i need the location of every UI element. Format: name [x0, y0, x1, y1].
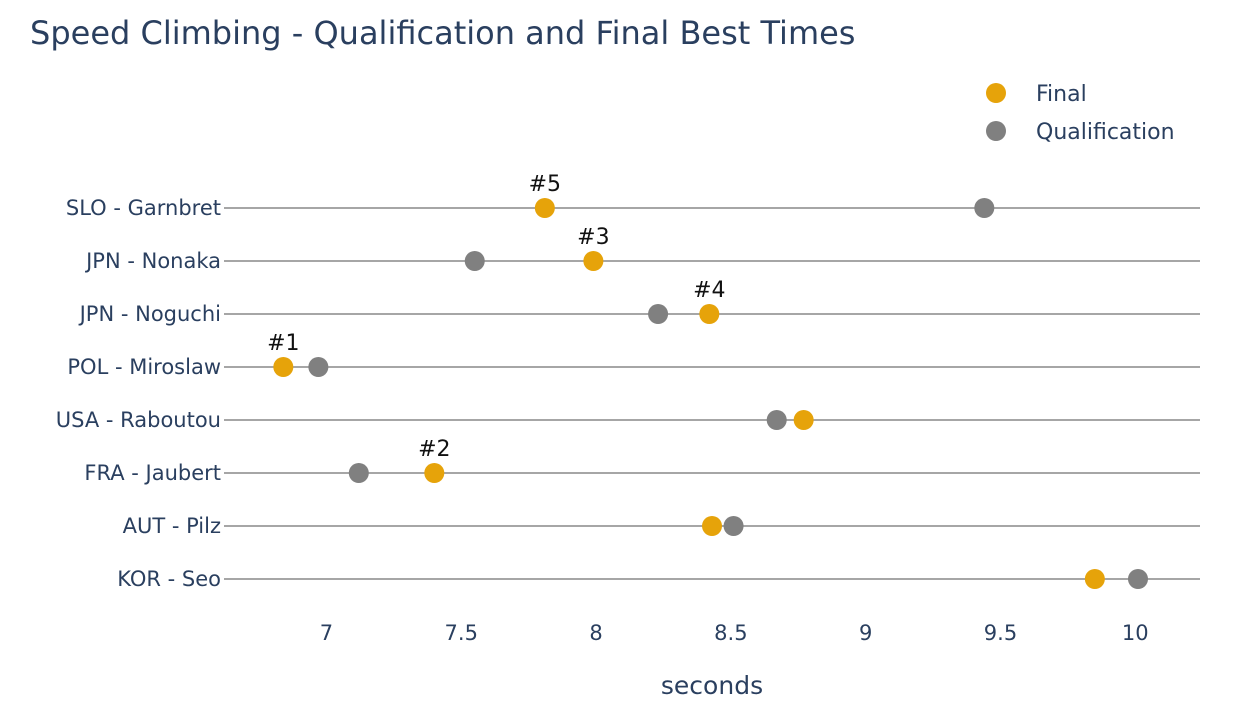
final-point[interactable]: [702, 516, 722, 536]
legend-label[interactable]: Qualification: [1036, 120, 1175, 145]
qualification-point[interactable]: [766, 410, 787, 430]
final-point[interactable]: [583, 251, 604, 271]
y-tick-label: JPN - Nonaka: [84, 249, 221, 273]
qualification-point[interactable]: [348, 463, 369, 483]
x-tick-label: 10: [1122, 621, 1149, 645]
qualification-point[interactable]: [974, 198, 995, 218]
y-axis-tick-labels: SLO - Garnbret JPN - Nonaka JPN - Noguchi P…: [56, 196, 221, 591]
final-point[interactable]: [534, 198, 555, 218]
final-point[interactable]: [793, 410, 814, 430]
y-tick-label: FRA - Jaubert: [84, 461, 221, 485]
y-tick-label: SLO - Garnbret: [66, 196, 221, 220]
x-tick-label: 8: [589, 621, 602, 645]
x-tick-label: 7: [320, 621, 333, 645]
qualification-point[interactable]: [464, 251, 485, 271]
rank-label: #3: [577, 225, 609, 250]
qualification-point[interactable]: [648, 304, 669, 324]
rank-annotations: #5 #3 #4 #1 #2: [267, 172, 725, 462]
final-point[interactable]: [699, 304, 720, 324]
rank-label: #4: [693, 278, 725, 303]
x-axis-tick-labels: 7 7.5 8 8.5 9 9.5 10: [320, 621, 1149, 645]
x-axis-label: seconds: [661, 671, 763, 700]
y-tick-label: POL - Miroslaw: [67, 355, 221, 379]
rank-label: #5: [529, 172, 561, 197]
x-tick-label: 9.5: [984, 621, 1017, 645]
rank-label: #2: [418, 437, 450, 462]
x-tick-label: 9: [859, 621, 872, 645]
x-tick-label: 8.5: [714, 621, 747, 645]
qualification-point[interactable]: [723, 516, 744, 536]
legend-marker[interactable]: [986, 121, 1006, 141]
qualification-point[interactable]: [1127, 569, 1148, 589]
final-point[interactable]: [424, 463, 445, 483]
y-tick-label: AUT - Pilz: [123, 514, 221, 538]
y-tick-label: JPN - Noguchi: [78, 302, 221, 326]
legend-marker[interactable]: [986, 83, 1006, 103]
y-tick-label: USA - Raboutou: [56, 408, 221, 432]
qualification-point[interactable]: [308, 357, 329, 377]
data-points: [273, 198, 1148, 589]
y-tick-label: KOR - Seo: [117, 567, 221, 591]
rank-label: #1: [267, 331, 299, 356]
chart-title: Speed Climbing - Qualification and Final…: [30, 14, 855, 52]
legend-label[interactable]: Final: [1036, 82, 1087, 107]
final-point[interactable]: [1084, 569, 1105, 589]
x-tick-label: 7.5: [445, 621, 478, 645]
final-point[interactable]: [273, 357, 294, 377]
legend[interactable]: Final Qualification: [986, 82, 1175, 145]
